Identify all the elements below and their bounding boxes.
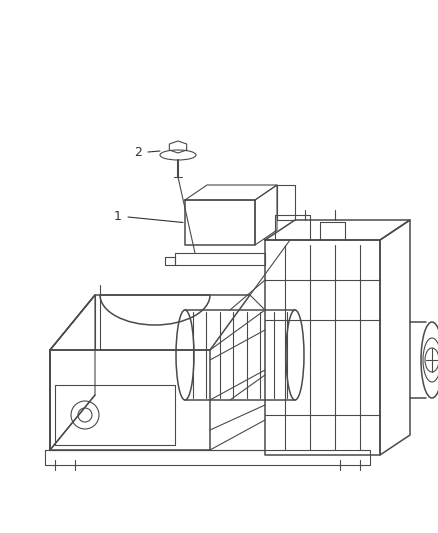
Text: 2: 2: [134, 146, 142, 158]
Text: 1: 1: [114, 211, 122, 223]
